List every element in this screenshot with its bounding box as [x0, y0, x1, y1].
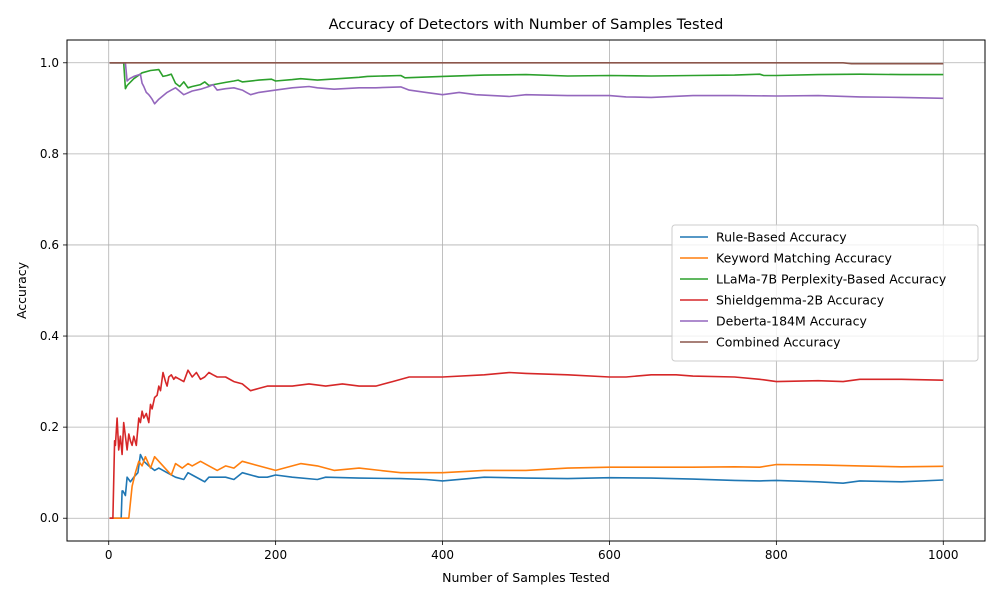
series-line-keyword-matching-accuracy: [109, 455, 944, 520]
series-line-llama-7b-perplexity-based-accuracy: [109, 61, 944, 90]
y-tick-label: 0.0: [40, 511, 59, 525]
chart-title: Accuracy of Detectors with Number of Sam…: [329, 17, 724, 33]
x-tick-label: 800: [765, 548, 788, 562]
y-tick-label: 0.2: [40, 420, 59, 434]
series-line-rule-based-accuracy: [109, 453, 944, 520]
series-line-combined-accuracy: [109, 61, 944, 65]
plot-frame: [66, 39, 986, 542]
x-tick-label: 400: [431, 548, 454, 562]
x-axis-label: Number of Samples Tested: [442, 570, 610, 585]
legend-entry: Deberta-184M Accuracy: [716, 314, 867, 329]
y-tick-label: 0.8: [40, 147, 59, 161]
y-tick-label: 0.6: [40, 238, 59, 252]
legend-entry: Keyword Matching Accuracy: [716, 251, 892, 266]
y-tick-label: 0.4: [40, 329, 59, 343]
legend-box: [671, 224, 979, 362]
legend-entry: Rule-Based Accuracy: [716, 230, 847, 245]
y-axis-label: Accuracy: [14, 261, 29, 319]
x-tick-label: 600: [598, 548, 621, 562]
series-line-shieldgemma-2b-accuracy: [109, 369, 944, 520]
x-tick-label: 1000: [928, 548, 959, 562]
legend: Rule-Based Accuracy Keyword Matching Accu…: [671, 224, 979, 362]
tick-layer: 0 200 400 600 800 1000 0.0 0.2 0.4 0.6 0.8 1.0: [40, 56, 959, 562]
x-tick-label: 200: [264, 548, 287, 562]
x-tick-label: 0: [105, 548, 113, 562]
series-line-deberta-184m-accuracy: [109, 61, 944, 105]
legend-entry: LLaMa-7B Perplexity-Based Accuracy: [716, 272, 947, 287]
legend-entry: Shieldgemma-2B Accuracy: [716, 293, 885, 308]
series-layer: [109, 61, 944, 520]
legend-entry: Combined Accuracy: [716, 335, 841, 350]
y-tick-label: 1.0: [40, 56, 59, 70]
